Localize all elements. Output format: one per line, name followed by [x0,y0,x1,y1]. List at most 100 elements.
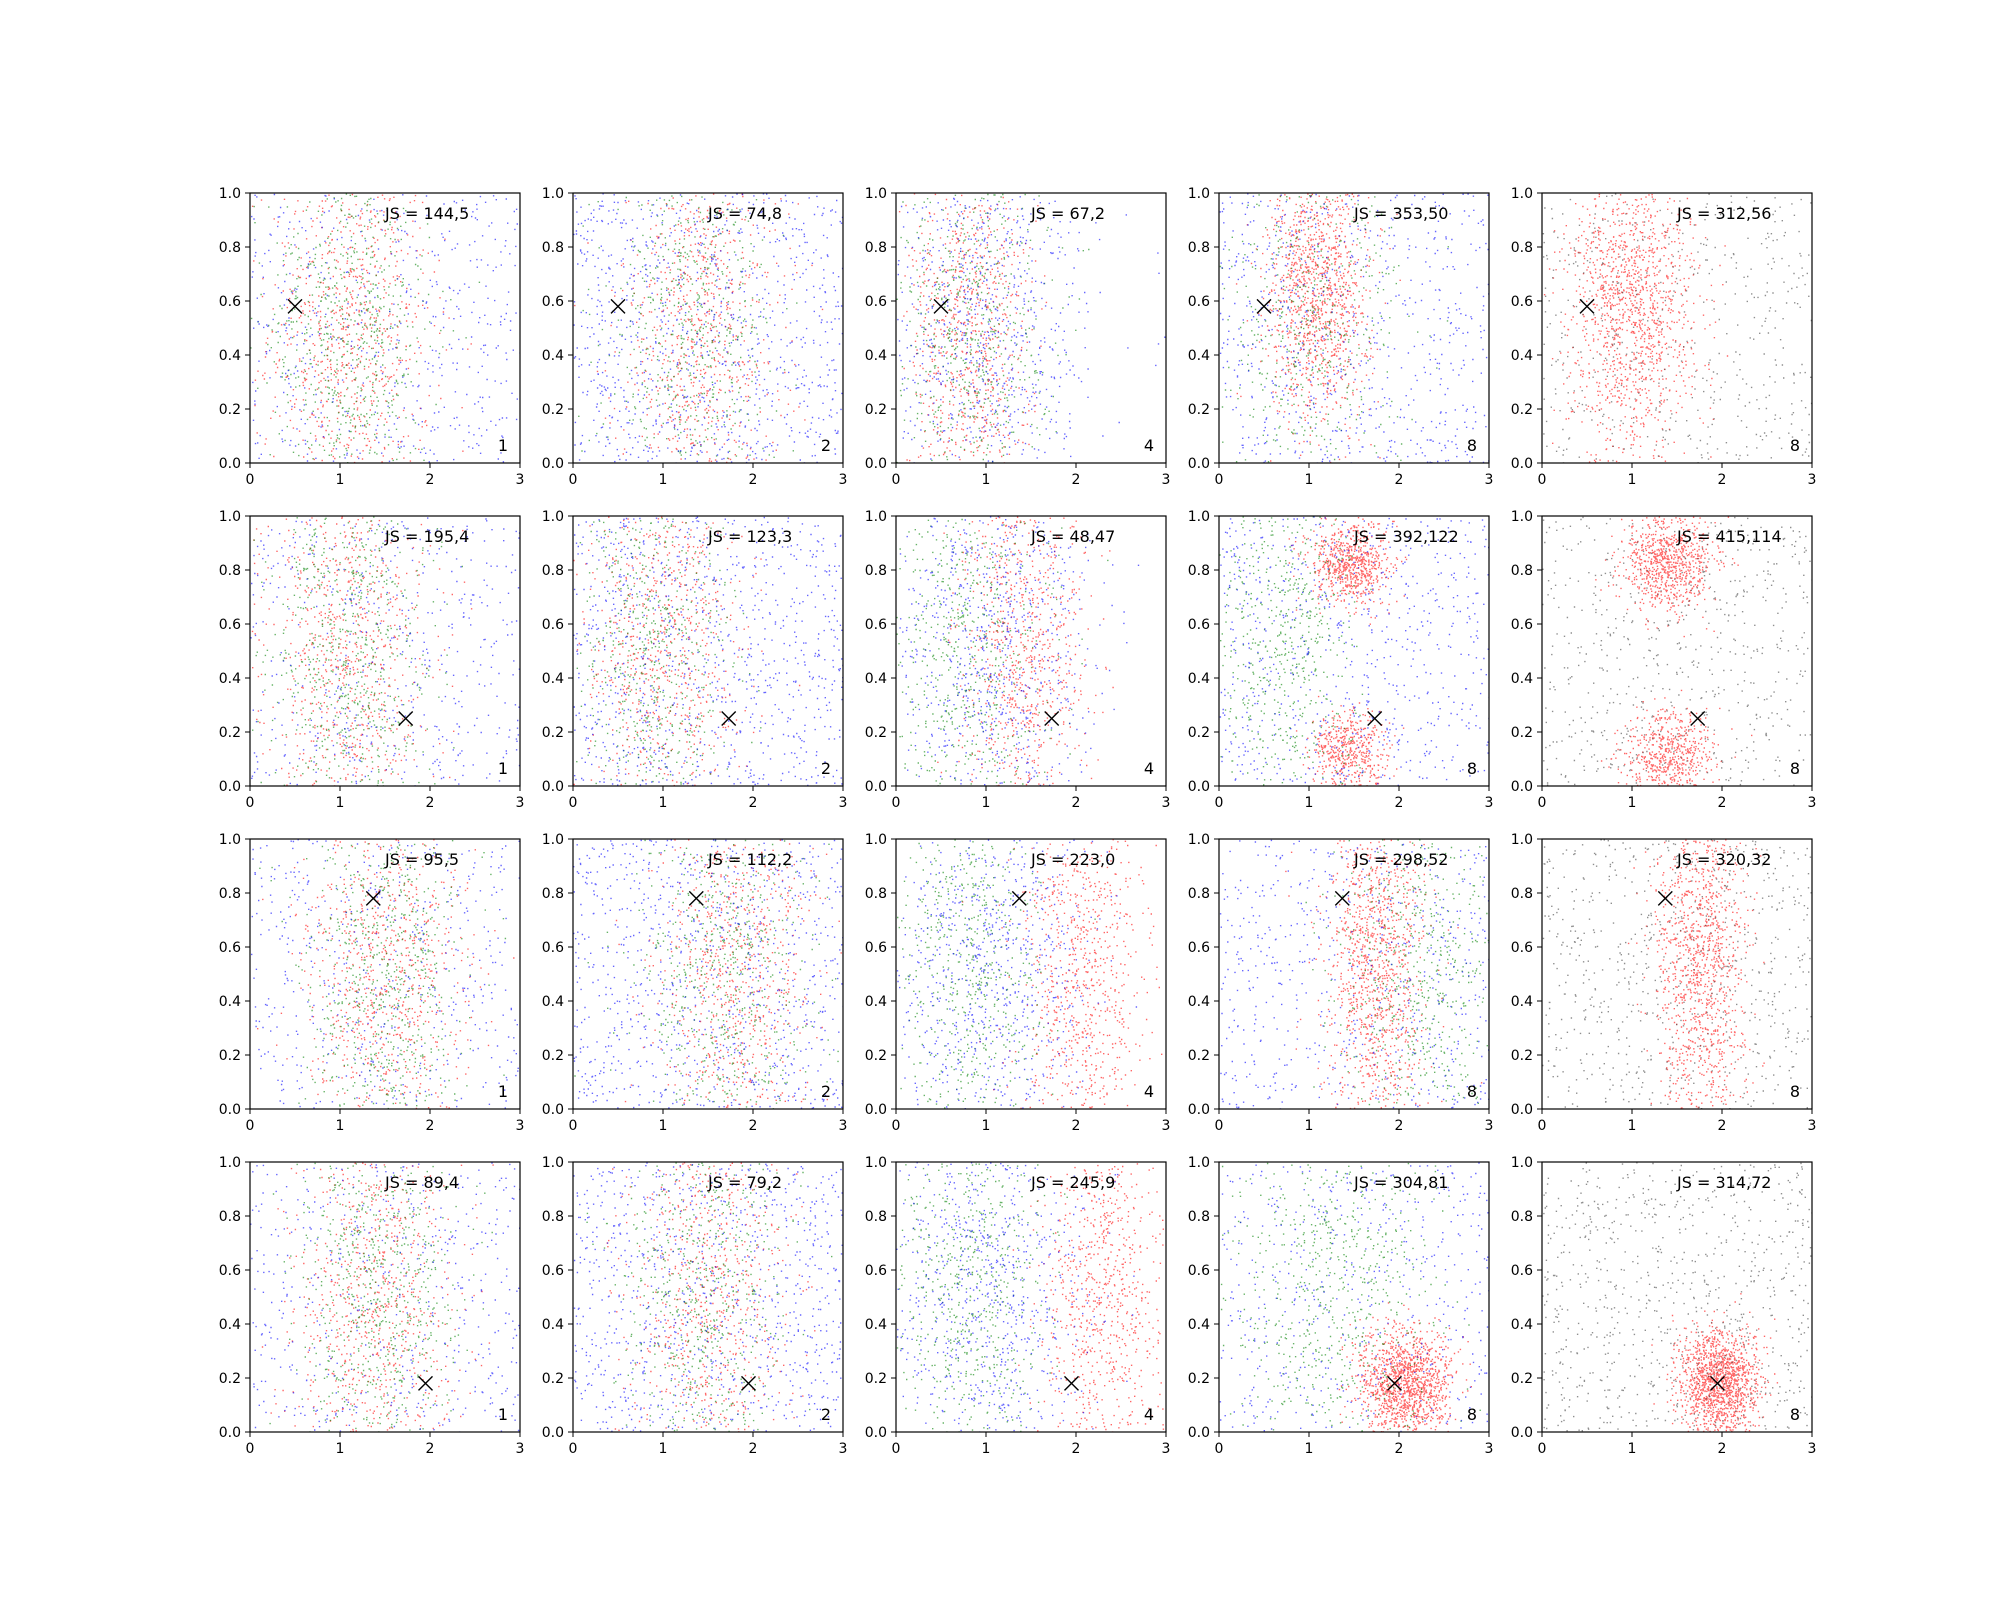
y-tick-label: 0.8 [1511,886,1533,902]
js-annotation: JS = 74,8 [707,204,782,223]
point-series [251,839,520,1109]
point-series [1651,1293,1779,1432]
subplot-r2-c3: 0 1 2 3 0.0 0.2 0.4 0.6 0.8 1.0 JS = 48,47 4 [865,509,1171,811]
x-tick-label: 3 [1485,795,1494,811]
y-tick-label: 0.6 [542,617,564,633]
y-tick-label: 0.6 [865,940,887,956]
scatter-points [1219,1162,1489,1432]
axes-frame [1218,1161,1490,1433]
y-tick-label: 0.4 [1188,671,1210,687]
scatter-points [573,1162,843,1432]
corner-label: 2 [821,759,831,778]
y-tick-label: 0.4 [1188,994,1210,1010]
x-tick-label: 3 [516,1118,525,1134]
x-marker [1011,890,1027,906]
point-series [573,1162,843,1432]
y-tick-label: 0.8 [1511,240,1533,256]
y-tick-label: 0.8 [865,1209,887,1225]
y-tick-label: 0.4 [865,348,887,364]
point-series [961,839,1163,1109]
x-tick-label: 1 [659,795,668,811]
scatter-points [1219,839,1489,1109]
x-tick-label: 0 [1215,1441,1224,1457]
x-tick-label: 0 [892,1118,901,1134]
x-tick-label: 1 [982,1118,991,1134]
x-tick-label: 3 [1808,795,1817,811]
y-tick-label: 0.6 [1511,617,1533,633]
axes-frame [895,838,1167,1110]
point-series [1219,516,1372,786]
y-tick-label: 0.4 [219,1317,241,1333]
x-tick-label: 2 [1395,795,1404,811]
point-series [251,516,473,786]
x-tick-label: 2 [749,795,758,811]
x-tick-label: 3 [1485,472,1494,488]
x-tick-label: 0 [246,1441,255,1457]
point-series [586,1162,833,1432]
y-tick-label: 0.8 [219,240,241,256]
y-tick-label: 1.0 [1511,1155,1533,1171]
y-tick-label: 1.0 [865,186,887,202]
point-series [937,516,1114,786]
y-tick-label: 0.4 [542,1317,564,1333]
y-tick-label: 0.8 [1511,1209,1533,1225]
y-tick-label: 0.4 [219,348,241,364]
y-tick-label: 0.0 [1511,779,1533,795]
scatter-points [896,516,1140,786]
x-tick-label: 3 [516,472,525,488]
y-tick-label: 0.8 [1188,886,1210,902]
y-tick-label: 0.2 [1511,1048,1533,1064]
y-tick-label: 0.8 [1188,240,1210,256]
x-tick-label: 3 [1808,1118,1817,1134]
corner-label: 2 [821,1405,831,1424]
x-marker [1387,1375,1402,1391]
subplot-r3-c2: 0 1 2 3 0.0 0.2 0.4 0.6 0.8 1.0 JS = 112,2 2 [542,832,848,1134]
x-tick-label: 0 [1215,472,1224,488]
y-tick-label: 0.6 [1511,940,1533,956]
subplot-r3-c4: 0 1 2 3 0.0 0.2 0.4 0.6 0.8 1.0 JS = 298,52 8 [1188,832,1494,1134]
corner-label: 4 [1144,1405,1154,1424]
corner-label: 8 [1467,1082,1477,1101]
point-series [250,517,520,786]
point-series [1542,193,1812,463]
x-marker [688,890,704,906]
x-tick-label: 3 [839,1118,848,1134]
js-annotation: JS = 48,47 [1030,527,1115,546]
scatter-points [896,839,1163,1109]
y-tick-label: 0.0 [1188,1102,1210,1118]
point-series [896,518,1109,786]
y-tick-label: 1.0 [219,1155,241,1171]
y-tick-label: 0.0 [219,1425,241,1441]
x-tick-label: 2 [1072,472,1081,488]
x-tick-label: 3 [1162,1118,1171,1134]
point-series [1219,1162,1489,1432]
corner-label: 4 [1144,759,1154,778]
x-tick-label: 2 [1718,795,1727,811]
axes-frame [1218,838,1490,1110]
y-tick-label: 1.0 [219,832,241,848]
js-annotation: JS = 298,52 [1353,850,1448,869]
point-series [899,516,1140,786]
point-series [250,1162,520,1432]
subplot-r4-c1: 0 1 2 3 0.0 0.2 0.4 0.6 0.8 1.0 JS = 89,4 1 [219,1155,525,1457]
x-tick-label: 0 [1538,472,1547,488]
point-series [896,1162,1135,1432]
y-tick-label: 0.6 [542,294,564,310]
x-tick-label: 1 [336,1441,345,1457]
subplot-r4-c4: 0 1 2 3 0.0 0.2 0.4 0.6 0.8 1.0 JS = 304,81 8 [1188,1155,1494,1457]
x-tick-label: 3 [1808,1441,1817,1457]
y-tick-label: 0.2 [219,725,241,741]
y-tick-label: 0.0 [219,1102,241,1118]
point-series [1219,193,1489,463]
x-tick-label: 1 [1628,795,1637,811]
x-tick-label: 1 [982,795,991,811]
point-series [573,516,801,786]
scatter-points [896,193,1166,463]
point-series [573,839,843,1109]
x-tick-label: 3 [1808,472,1817,488]
y-tick-label: 0.4 [865,1317,887,1333]
y-tick-label: 0.8 [219,1209,241,1225]
x-tick-label: 0 [1538,1118,1547,1134]
x-tick-label: 3 [516,1441,525,1457]
js-annotation: JS = 353,50 [1353,204,1448,223]
